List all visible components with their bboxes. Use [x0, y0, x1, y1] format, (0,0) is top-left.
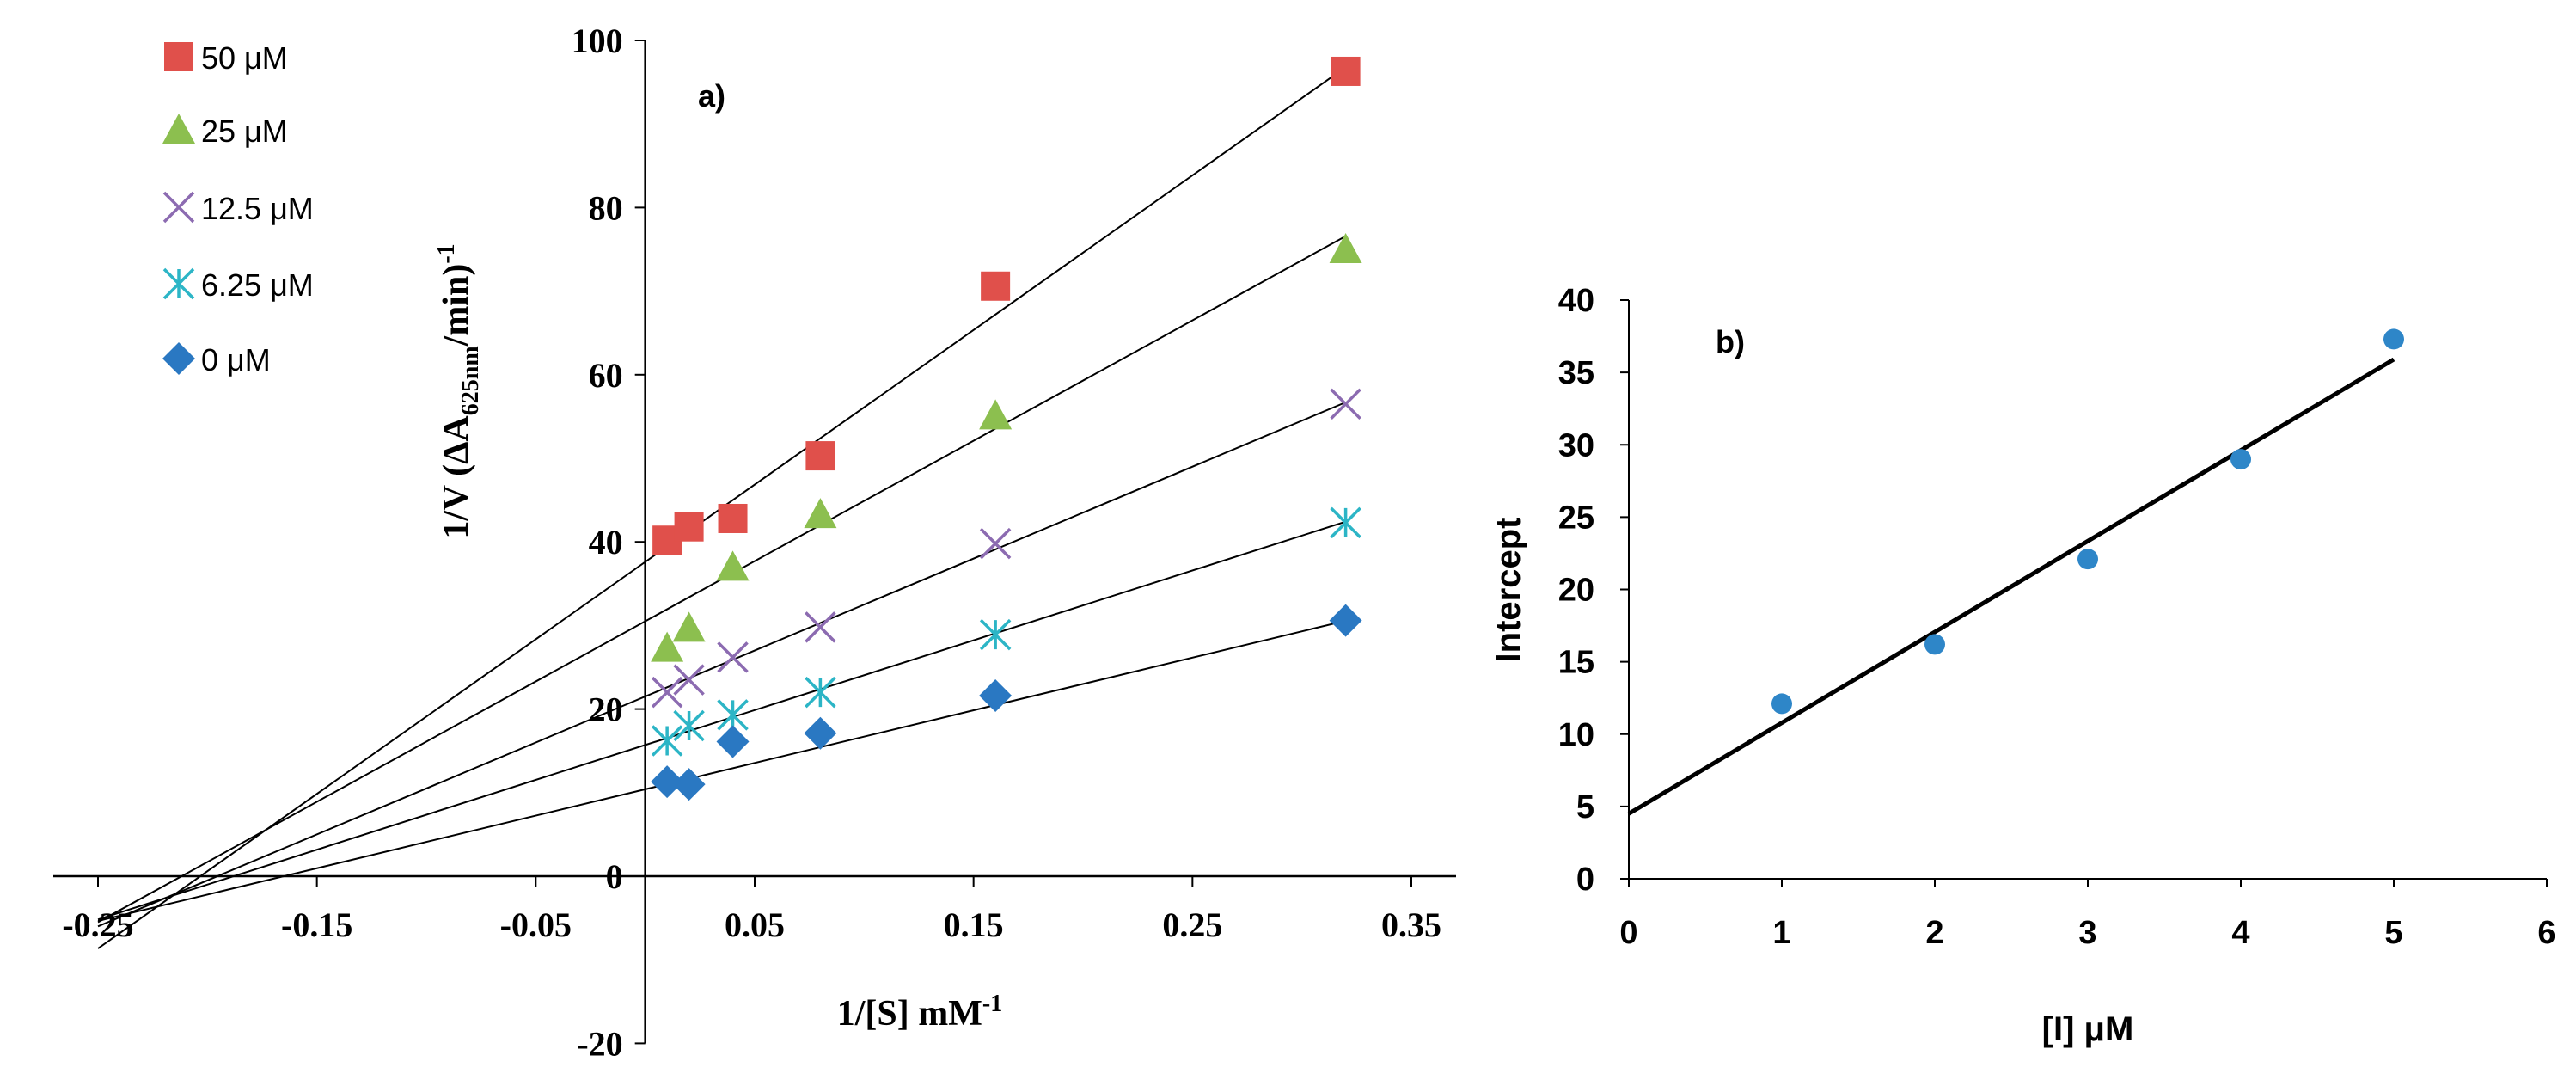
y-tick-label: 40 — [589, 523, 623, 561]
legend-label: 0 μM — [201, 342, 271, 377]
legend-label: 25 μM — [201, 114, 288, 149]
data-point — [1330, 388, 1361, 420]
y-axis-title-subscript: 625nm — [457, 346, 484, 415]
data-point — [716, 550, 750, 581]
trendline — [97, 401, 1346, 928]
x-tick-label: 3 — [2078, 915, 2096, 951]
y-tick-label: 40 — [1558, 283, 1594, 319]
data-point — [979, 618, 1012, 651]
y-tick-label: 80 — [589, 188, 623, 227]
y-tick-label: 30 — [1558, 427, 1594, 463]
x-tick-label: 0 — [1619, 915, 1637, 951]
data-point — [651, 765, 684, 799]
data-point — [672, 611, 706, 642]
x-tick-label: 0.05 — [725, 905, 785, 944]
legend-label: 6.25 μM — [201, 267, 314, 303]
data-point — [805, 611, 836, 643]
x-tick-label: 0.25 — [1162, 905, 1222, 944]
x-tick-label: 6 — [2537, 915, 2555, 951]
data-point — [651, 725, 683, 757]
y-tick-label: 5 — [1576, 789, 1594, 825]
data-point — [673, 664, 705, 696]
x-tick-label: -0.15 — [281, 905, 352, 944]
data-point — [1330, 506, 1361, 539]
data-point — [1331, 56, 1361, 86]
x-tick-label: 0.15 — [944, 905, 1004, 944]
y-axis-title: 1/V (ΔA625nm/min)-1 — [433, 243, 484, 538]
data-point — [804, 716, 837, 750]
trendline — [97, 520, 1346, 921]
x-tick-label: 5 — [2384, 915, 2402, 951]
data-point — [718, 503, 748, 533]
data-point — [981, 271, 1011, 301]
legend-marker — [164, 42, 193, 71]
y-tick-label: 20 — [589, 690, 623, 729]
x-tick-label: -0.05 — [500, 905, 572, 944]
data-point — [1771, 693, 1792, 715]
legend-marker — [162, 267, 195, 300]
data-point — [804, 498, 837, 529]
legend-label: 50 μM — [201, 40, 288, 76]
legend-marker — [162, 342, 195, 375]
data-point — [805, 676, 836, 709]
y-tick-label: 60 — [589, 356, 623, 395]
x-tick-label: 0.35 — [1381, 905, 1441, 944]
chart-b: 0 1 2 3 4 5 6 0 5 10 15 20 25 30 35 40 b) [I] μM Intercept — [1490, 283, 2556, 1048]
data-point — [2077, 549, 2098, 570]
legend-marker — [162, 191, 195, 224]
y-tick-label: 0 — [1576, 862, 1594, 898]
y-tick-label: 35 — [1558, 355, 1594, 391]
panel-label: a) — [698, 78, 725, 114]
data-point — [716, 725, 750, 758]
y-tick-label: 25 — [1558, 500, 1594, 536]
y-axis-title-prefix: 1/V ( — [437, 464, 476, 539]
y-axis-title-delta: ΔA — [437, 415, 476, 464]
data-point — [651, 631, 684, 662]
data-point — [979, 679, 1013, 713]
y-axis-title: Intercept — [1490, 518, 1527, 663]
trendline — [1627, 357, 2395, 816]
data-point — [1329, 604, 1362, 637]
y-tick-label: 100 — [572, 21, 623, 60]
data-point — [1924, 634, 1945, 655]
x-tick-label: 4 — [2231, 915, 2249, 951]
data-point — [2230, 449, 2251, 470]
data-point — [717, 641, 749, 673]
x-axis-title: 1/[S] mM-1 — [837, 991, 1002, 1034]
panel-label: b) — [1716, 324, 1745, 359]
trendline — [97, 619, 1346, 922]
x-axis-title: [I] μM — [2042, 1010, 2134, 1048]
data-point — [651, 676, 683, 709]
x-axis-title-main: 1/[S] mM — [837, 994, 982, 1034]
data-point — [674, 512, 704, 542]
x-tick-label: 2 — [1925, 915, 1943, 951]
y-tick-label: 0 — [606, 857, 623, 896]
x-tick-label: 1 — [1772, 915, 1790, 951]
data-point — [805, 441, 835, 471]
legend-label: 12.5 μM — [201, 191, 314, 226]
data-point — [673, 709, 705, 742]
data-point — [1329, 233, 1362, 263]
data-point — [717, 699, 749, 731]
data-point — [2383, 328, 2404, 350]
y-tick-label: -20 — [577, 1024, 622, 1063]
chart-a: -0.25 -0.15 -0.05 0.05 0.15 0.25 0.35-20020406… — [53, 21, 1456, 1063]
y-axis-title-suffix: /min) — [437, 264, 476, 347]
legend-marker — [162, 114, 195, 144]
y-tick-label: 15 — [1558, 645, 1594, 681]
y-tick-label: 20 — [1558, 573, 1594, 609]
data-point — [979, 399, 1013, 430]
x-axis-title-superscript: -1 — [982, 991, 1002, 1017]
data-point — [979, 527, 1012, 560]
data-point — [672, 768, 706, 801]
y-tick-label: 10 — [1558, 717, 1594, 753]
y-axis-title-superscript: -1 — [433, 243, 460, 263]
